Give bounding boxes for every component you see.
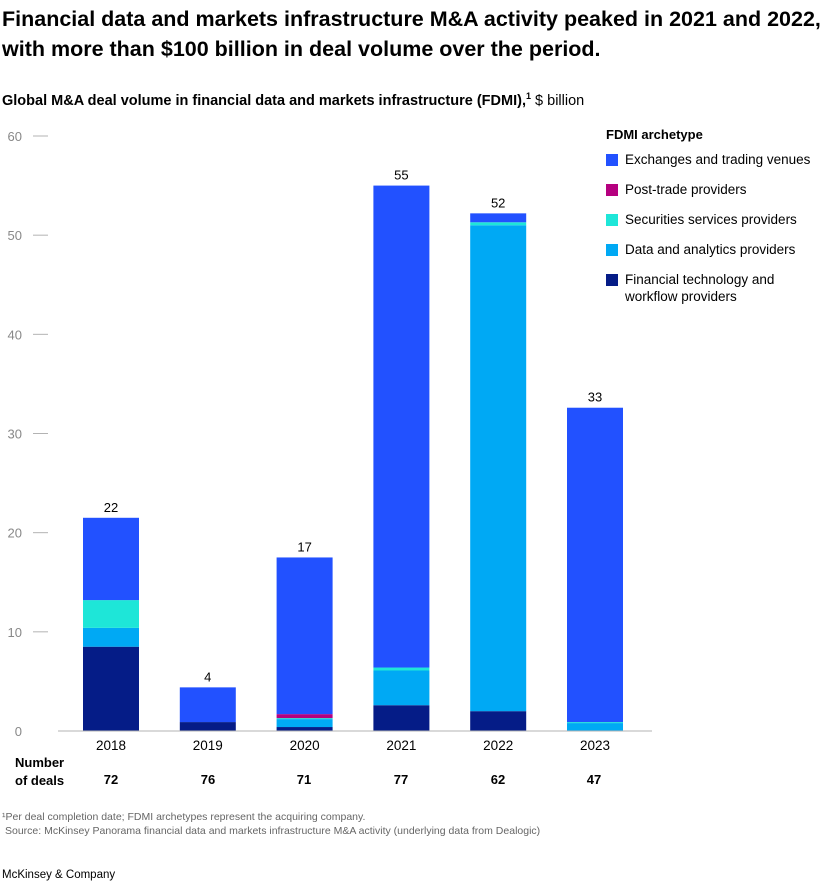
bar-segment (567, 723, 623, 731)
deal-count-2019: 76 (200, 772, 216, 787)
x-tick-label: 2019 (193, 738, 223, 753)
bar-segment (83, 600, 139, 628)
x-tick-label: 2020 (290, 738, 320, 753)
x-tick-label: 2021 (386, 738, 416, 753)
deal-count-2020: 71 (296, 772, 312, 787)
legend-item-securities: Securities services providers (606, 211, 834, 228)
legend-label-exchanges: Exchanges and trading venues (625, 152, 811, 167)
deals-row-label: Number of deals (15, 754, 64, 790)
bar-segment (83, 646, 139, 731)
y-axis: 0 10 20 30 40 50 60 (8, 129, 48, 739)
deal-count-2023: 47 (586, 772, 602, 787)
legend-swatch-securities (606, 214, 618, 226)
deal-count-2021: 77 (393, 772, 409, 787)
legend: FDMI archetype Exchanges and trading ven… (606, 127, 834, 318)
y-tick-label: 60 (8, 129, 22, 144)
bar-segment (276, 719, 333, 728)
bar-total-label: 17 (297, 539, 311, 554)
legend-swatch-exchanges (606, 154, 618, 166)
deal-count-2022: 62 (490, 772, 506, 787)
bar-group-2020: 17 (276, 539, 333, 731)
deal-count-2018: 72 (103, 772, 119, 787)
bar-segment (373, 667, 430, 671)
publisher-brand: McKinsey & Company (2, 869, 116, 881)
source-note: Source: McKinsey Panorama financial data… (5, 825, 541, 837)
y-tick-label: 50 (8, 228, 22, 243)
bar-group-2022: 52 (470, 195, 527, 731)
deals-label-line1: Number (15, 755, 65, 770)
bar-segment (470, 225, 527, 712)
legend-item-post-trade: Post-trade providers (606, 181, 834, 198)
subtitle-footnote-marker: 1 (525, 91, 531, 101)
bar-total-label: 4 (204, 669, 211, 684)
bar-group-2023: 33 (567, 390, 623, 731)
footnote: ¹Per deal completion date; FDMI archetyp… (2, 811, 366, 823)
x-tick-label: 2022 (483, 738, 513, 753)
legend-swatch-data-analytics (606, 244, 618, 256)
legend-swatch-post-trade (606, 184, 618, 196)
y-tick-label: 40 (8, 327, 22, 342)
bar-segment (276, 714, 333, 719)
bar-segment (373, 705, 430, 731)
deals-label-line2: of deals (15, 773, 65, 788)
bar-segment (470, 213, 527, 223)
chart-headline: Financial data and markets infrastructur… (2, 7, 821, 61)
bar-group-2021: 55 (373, 168, 430, 731)
bar-segment (470, 222, 527, 226)
y-tick-label: 0 (15, 724, 22, 739)
bar-segment (373, 670, 430, 706)
legend-label-post-trade: Post-trade providers (625, 182, 747, 197)
bar-total-label: 55 (394, 168, 408, 183)
bar-group-2019: 4 (179, 669, 236, 731)
legend-item-exchanges: Exchanges and trading venues (606, 151, 834, 168)
x-axis: 2018 2019 2020 2021 2022 2023 (96, 738, 610, 753)
bars: 22 4 17 55 52 33 (83, 168, 623, 731)
y-tick-label: 30 (8, 427, 22, 442)
legend-title: FDMI archetype (606, 127, 703, 142)
y-tick-label: 20 (8, 526, 22, 541)
legend-swatch-fintech (606, 274, 618, 286)
x-tick-label: 2023 (580, 738, 610, 753)
bar-segment (83, 627, 139, 647)
bar-segment (276, 727, 333, 731)
legend-label-fintech: Financial technology and workflow provid… (625, 272, 775, 304)
legend-label-data-analytics: Data and analytics providers (625, 242, 796, 257)
bar-segment (179, 722, 236, 731)
bar-total-label: 33 (588, 390, 602, 405)
bar-total-label: 52 (491, 195, 505, 210)
x-tick-label: 2018 (96, 738, 126, 753)
legend-label-securities: Securities services providers (625, 212, 797, 227)
bar-segment (567, 722, 623, 724)
legend-item-data-analytics: Data and analytics providers (606, 241, 834, 258)
y-tick-label: 10 (8, 625, 22, 640)
bar-segment (276, 718, 333, 720)
legend-item-fintech: Financial technology and workflow provid… (606, 271, 790, 305)
subtitle-unit: $ billion (535, 92, 585, 109)
chart-subtitle: Global M&A deal volume in financial data… (2, 91, 584, 109)
bar-segment (373, 185, 430, 668)
bar-segment (470, 711, 527, 731)
bar-segment (179, 687, 236, 723)
bar-total-label: 22 (104, 500, 118, 515)
bar-segment (276, 557, 333, 715)
bar-segment (83, 517, 139, 601)
bar-group-2018: 22 (83, 500, 139, 731)
bar-segment (567, 407, 623, 723)
subtitle-main: Global M&A deal volume in financial data… (2, 92, 526, 109)
